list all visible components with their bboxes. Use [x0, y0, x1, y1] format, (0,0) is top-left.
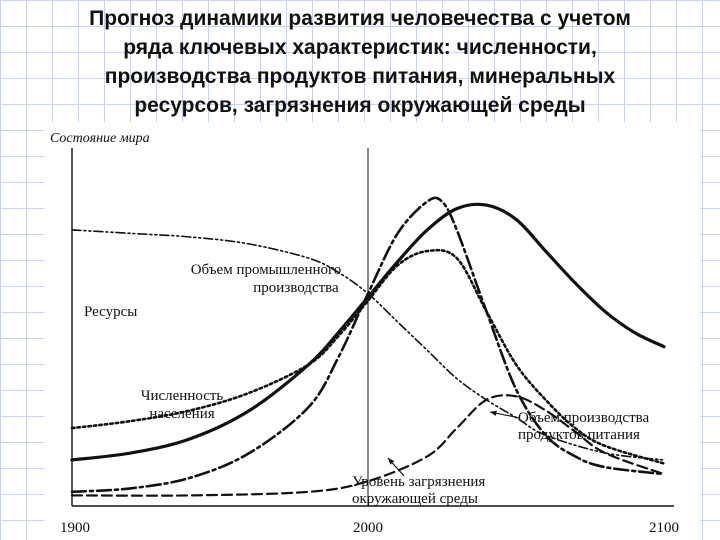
series-label-industry: производства: [253, 280, 339, 296]
series-label-population: Численность: [141, 388, 224, 404]
x-tick-label: 2000: [353, 520, 383, 536]
series-line: [70, 202, 666, 462]
series-label-pollution: Уровень загрязнения: [352, 474, 485, 490]
slide-title: Прогноз динамики развития человечества с…: [0, 4, 720, 120]
series-label-industry: Объем промышленного: [191, 262, 342, 278]
title-line: Прогноз динамики развития человечества с…: [89, 7, 631, 30]
title-line: ряда ключевых характеристик: численности…: [123, 36, 597, 59]
chart-axes: [71, 148, 674, 507]
series-label-population: населения: [149, 406, 214, 422]
title-line: ресурсов, загрязнения окружающей среды: [134, 94, 586, 117]
series-line: [70, 196, 666, 494]
series-line: [70, 248, 666, 465]
series-label-pollution: окружающей среды: [352, 491, 478, 507]
x-tick-label: 1900: [60, 520, 90, 536]
chart-labels: Состояние мира 1900 2000 2100 Ресурсы Чи…: [50, 131, 679, 536]
y-axis-label: Состояние мира: [50, 131, 150, 146]
label-pointer-head: [490, 410, 497, 416]
series-line: [70, 394, 666, 497]
series-line: [71, 229, 665, 461]
x-tick-label: 2100: [649, 520, 679, 536]
label-pointer-head: [388, 458, 395, 465]
series-label-food: Объем производства: [518, 410, 650, 426]
series-label-resources: Ресурсы: [84, 304, 137, 320]
chart-figure: [44, 122, 700, 540]
chart-series: [70, 196, 666, 497]
series-label-food: продуктов питания: [518, 427, 640, 443]
world-state-chart: Состояние мира 1900 2000 2100 Ресурсы Чи…: [50, 131, 679, 536]
title-line: производства продуктов питания, минераль…: [104, 65, 616, 88]
